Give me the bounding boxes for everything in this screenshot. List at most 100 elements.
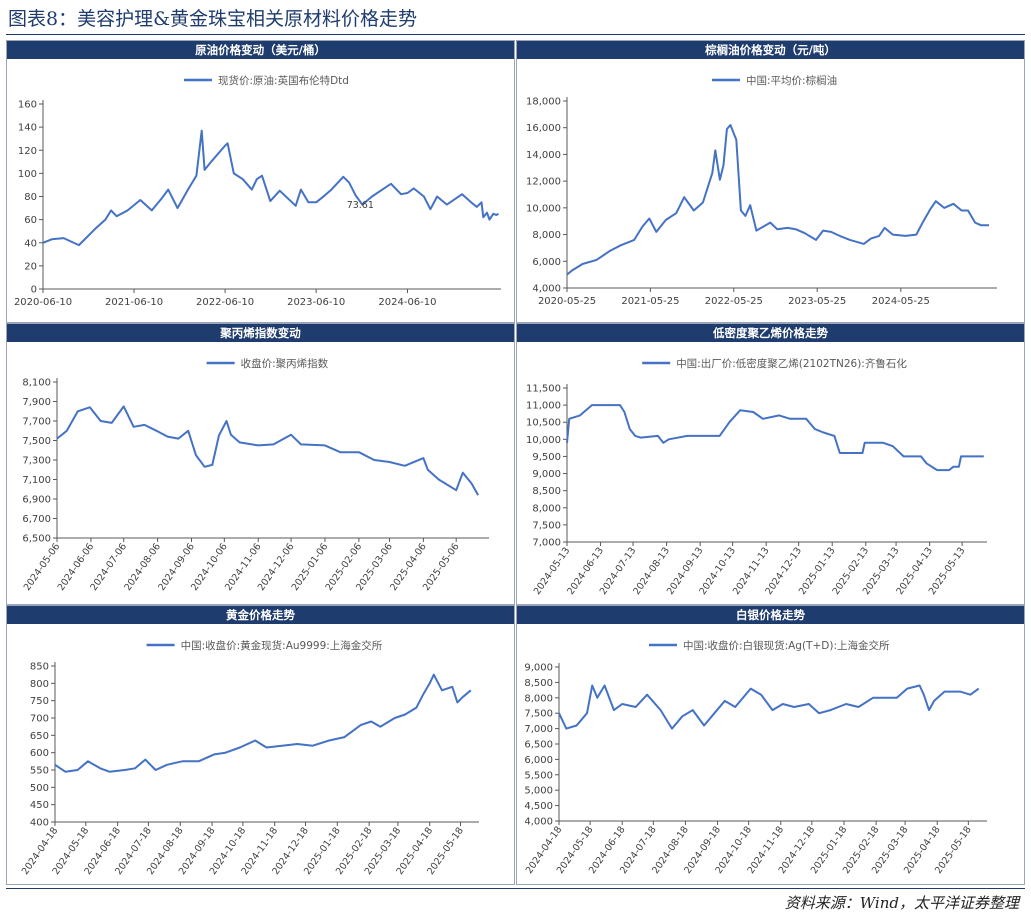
y-tick-label: 650 bbox=[30, 731, 49, 742]
y-tick-label: 6,000 bbox=[524, 755, 553, 766]
y-tick-label: 10,000 bbox=[526, 435, 561, 446]
legend-label: 中国:收盘价:白银现货:Ag(T+D):上海金交所 bbox=[683, 639, 890, 652]
y-tick-label: 500 bbox=[30, 783, 49, 794]
data-label: 73.61 bbox=[347, 200, 374, 211]
y-tick-label: 800 bbox=[30, 679, 49, 690]
y-tick-label: 600 bbox=[30, 748, 49, 759]
y-tick-label: 10,000 bbox=[526, 203, 561, 214]
y-tick-label: 450 bbox=[30, 800, 49, 811]
panel-gold: 黄金价格走势 中国:收盘价:黄金现货:Au9999:上海金交所 400 450 500… bbox=[6, 605, 515, 885]
y-tick-label: 7,300 bbox=[22, 456, 51, 467]
y-tick-label: 8,000 bbox=[532, 503, 561, 514]
x-tick-label: 2020-06-10 bbox=[14, 297, 72, 308]
y-tick-label: 850 bbox=[30, 662, 49, 673]
y-tick-label: 10,500 bbox=[526, 418, 561, 429]
y-tick-label: 7,000 bbox=[524, 724, 553, 735]
y-tick-label: 120 bbox=[18, 146, 37, 157]
y-tick-label: 4,000 bbox=[532, 284, 561, 295]
panel-title: 聚丙烯指数变动 bbox=[7, 324, 514, 342]
y-tick-label: 140 bbox=[18, 123, 37, 134]
legend: 现货价:原油:英国布伦特Dtd bbox=[184, 74, 349, 87]
chart-crude-oil: 现货价:原油:英国布伦特Dtd 0 20 40 60 80 100 120 140 160 2020… bbox=[14, 74, 501, 308]
title-rule bbox=[6, 34, 1025, 35]
y-tick-label: 8,500 bbox=[532, 486, 561, 497]
y-tick-label: 5,000 bbox=[524, 786, 553, 797]
chart-polypropylene: 收盘价:聚丙烯指数 6,500 6,700 6,900 7,100 7,300 7,500 7… bbox=[22, 357, 489, 593]
series-line bbox=[54, 673, 472, 773]
legend: 中国:平均价:棕榈油 bbox=[712, 74, 837, 87]
y-tick-label: 7,500 bbox=[524, 709, 553, 720]
x-tick-label: 2021-06-10 bbox=[105, 297, 163, 308]
legend-label: 中国:出厂价:低密度聚乙烯(2102TN26):齐鲁石化 bbox=[676, 357, 907, 370]
panel-ldpe: 低密度聚乙烯价格走势 中国:出厂价:低密度聚乙烯(2102TN26):齐鲁石化 7… bbox=[516, 323, 1025, 605]
chart-silver: 中国:收盘价:白银现货:Ag(T+D):上海金交所 4,000 4,500 5,000… bbox=[524, 639, 987, 876]
y-tick-label: 14,000 bbox=[526, 150, 561, 161]
panel-title: 低密度聚乙烯价格走势 bbox=[517, 324, 1024, 342]
series-line bbox=[566, 124, 989, 276]
y-tick-label: 4,000 bbox=[524, 817, 553, 828]
x-tick-label: 2024-06-10 bbox=[378, 297, 436, 308]
y-tick-label: 11,500 bbox=[526, 384, 561, 395]
y-tick-label: 6,000 bbox=[532, 257, 561, 268]
x-tick-label: 2022-06-10 bbox=[196, 297, 254, 308]
y-tick-label: 700 bbox=[30, 714, 49, 725]
y-tick-label: 40 bbox=[24, 238, 37, 249]
y-tick-label: 160 bbox=[18, 100, 37, 111]
y-tick-label: 550 bbox=[30, 766, 49, 777]
legend: 收盘价:聚丙烯指数 bbox=[206, 357, 329, 370]
y-tick-label: 9,500 bbox=[532, 452, 561, 463]
panel-title: 棕榈油价格变动（元/吨） bbox=[517, 41, 1024, 59]
y-tick-label: 100 bbox=[18, 169, 37, 180]
y-tick-label: 7,000 bbox=[532, 538, 561, 549]
legend-label: 中国:收盘价:黄金现货:Au9999:上海金交所 bbox=[181, 639, 383, 652]
x-tick-label: 2021-05-25 bbox=[621, 296, 679, 307]
panel-palm-oil: 棕榈油价格变动（元/吨） 中国:平均价:棕榈油 4,000 6,000 8,000 10… bbox=[516, 40, 1025, 323]
series-line bbox=[56, 405, 479, 496]
y-tick-label: 12,000 bbox=[526, 177, 561, 188]
legend: 中国:收盘价:黄金现货:Au9999:上海金交所 bbox=[146, 639, 383, 652]
y-tick-label: 0 bbox=[31, 285, 37, 296]
y-tick-label: 8,000 bbox=[524, 693, 553, 704]
legend-label: 现货价:原油:英国布伦特Dtd bbox=[218, 74, 349, 87]
y-tick-label: 9,000 bbox=[524, 663, 553, 674]
chart-ldpe: 中国:出厂价:低密度聚乙烯(2102TN26):齐鲁石化 7,000 7,500 8,… bbox=[526, 357, 987, 597]
panel-polypropylene: 聚丙烯指数变动 收盘价:聚丙烯指数 6,500 6,700 6,900 7,100 7,3… bbox=[6, 323, 515, 605]
legend-label: 收盘价:聚丙烯指数 bbox=[241, 357, 329, 370]
y-tick-label: 11,000 bbox=[526, 401, 561, 412]
y-tick-label: 8,100 bbox=[22, 378, 51, 389]
y-tick-label: 6,900 bbox=[22, 495, 51, 506]
y-tick-label: 6,500 bbox=[22, 534, 51, 545]
series-line bbox=[566, 404, 984, 472]
y-tick-label: 6,700 bbox=[22, 514, 51, 525]
y-tick-label: 7,500 bbox=[532, 520, 561, 531]
y-tick-label: 750 bbox=[30, 696, 49, 707]
x-tick-label: 2024-05-25 bbox=[872, 296, 930, 307]
y-tick-label: 60 bbox=[24, 215, 37, 226]
legend-label: 中国:平均价:棕榈油 bbox=[746, 74, 837, 87]
source-note: 资料来源：Wind，太平洋证券整理 bbox=[784, 894, 1019, 912]
y-tick-label: 7,500 bbox=[22, 436, 51, 447]
x-tick-label: 2023-06-10 bbox=[287, 297, 345, 308]
y-tick-label: 5,500 bbox=[524, 770, 553, 781]
legend: 中国:出厂价:低密度聚乙烯(2102TN26):齐鲁石化 bbox=[642, 357, 907, 370]
x-tick-label: 2022-05-25 bbox=[705, 296, 763, 307]
legend: 中国:收盘价:白银现货:Ag(T+D):上海金交所 bbox=[649, 639, 890, 652]
y-tick-label: 7,700 bbox=[22, 417, 51, 428]
y-tick-label: 8,500 bbox=[524, 678, 553, 689]
series-line bbox=[558, 684, 980, 730]
y-tick-label: 80 bbox=[24, 192, 37, 203]
panel-title: 原油价格变动（美元/桶） bbox=[7, 41, 514, 59]
y-tick-label: 18,000 bbox=[526, 97, 561, 108]
bottom-rule bbox=[6, 888, 1025, 889]
series-line bbox=[42, 129, 499, 247]
y-tick-label: 9,000 bbox=[532, 469, 561, 480]
y-tick-label: 20 bbox=[24, 261, 37, 272]
figure-title: 图表8：美容护理&黄金珠宝相关原材料价格走势 bbox=[8, 8, 418, 30]
chart-palm-oil: 中国:平均价:棕榈油 4,000 6,000 8,000 10,000 12,000 14,… bbox=[526, 74, 997, 307]
panel-title: 白银价格走势 bbox=[517, 606, 1024, 624]
y-tick-label: 7,900 bbox=[22, 397, 51, 408]
chart-gold: 中国:收盘价:黄金现货:Au9999:上海金交所 400 450 500 550 600 6… bbox=[20, 639, 479, 877]
y-tick-label: 6,500 bbox=[524, 740, 553, 751]
y-tick-label: 16,000 bbox=[526, 123, 561, 134]
x-tick-label: 2023-05-25 bbox=[788, 296, 846, 307]
